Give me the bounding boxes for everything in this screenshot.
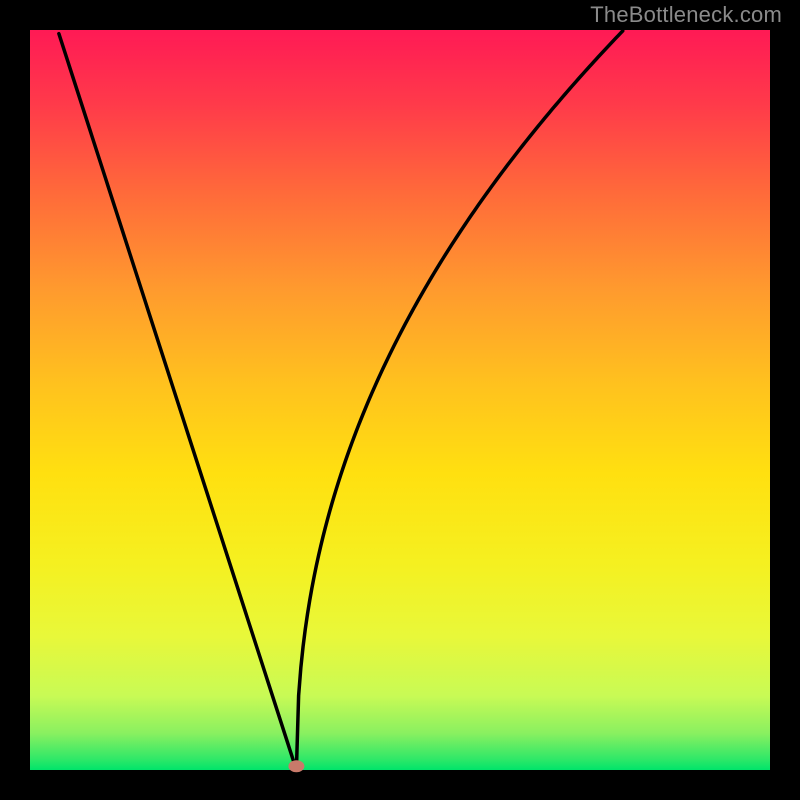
plot-area bbox=[30, 30, 770, 770]
chart-root: TheBottleneck.com bbox=[0, 0, 800, 800]
watermark-text: TheBottleneck.com bbox=[590, 2, 782, 28]
